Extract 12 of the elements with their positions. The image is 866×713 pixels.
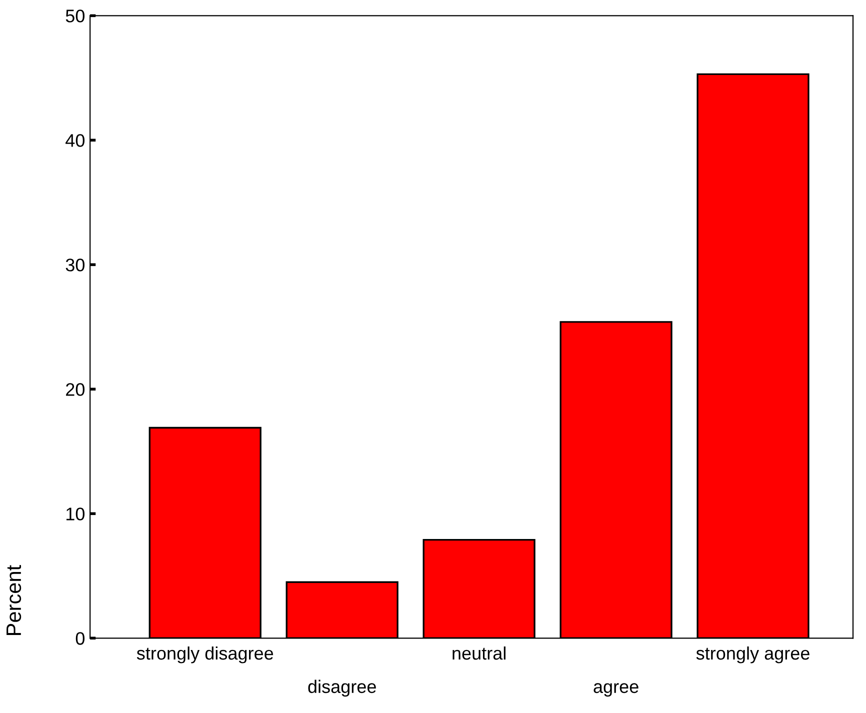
y-tick-label: 10	[66, 508, 84, 520]
x-tick-label: disagree	[308, 680, 376, 697]
x-tick-label: strongly disagree	[136, 646, 274, 664]
y-tick-label: 50	[66, 10, 84, 22]
y-tick-label: 40	[66, 134, 84, 147]
x-tick-label: neutral	[452, 646, 506, 660]
x-tick-label: strongly agree	[696, 646, 810, 664]
y-tick-label: 30	[66, 258, 84, 272]
y-tick-label: 0	[76, 632, 84, 645]
x-tick-label: agree	[594, 683, 638, 697]
y-axis-title: Percent	[6, 565, 22, 635]
y-tick-label: 20	[66, 383, 84, 396]
